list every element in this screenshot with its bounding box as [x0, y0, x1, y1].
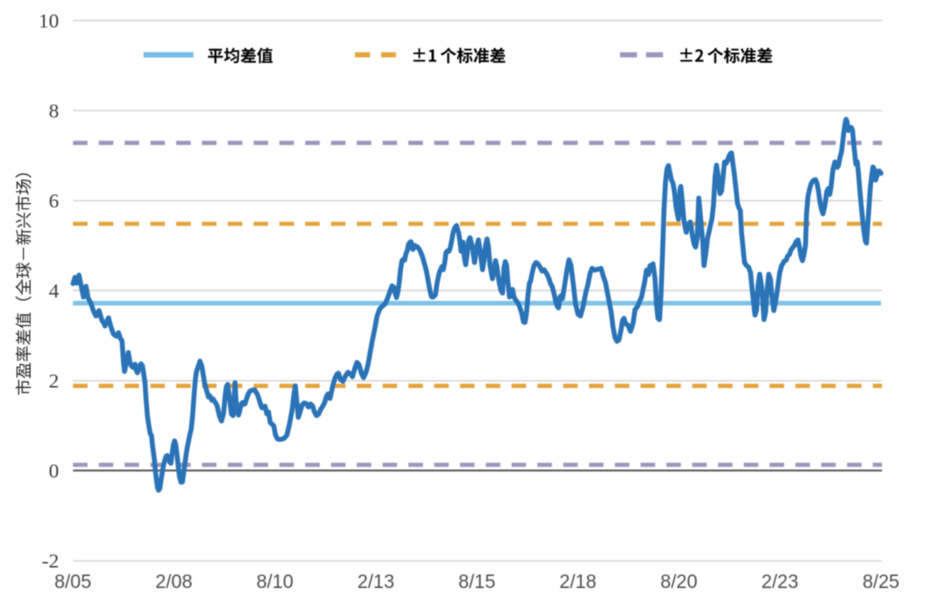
svg-text:10: 10 [39, 11, 60, 33]
svg-text:-2: -2 [42, 551, 59, 573]
svg-text:8/25: 8/25 [863, 572, 900, 593]
svg-text:2/13: 2/13 [357, 572, 394, 593]
svg-text:2: 2 [49, 371, 59, 393]
svg-text:2/23: 2/23 [761, 572, 798, 593]
svg-text:8/10: 8/10 [256, 572, 293, 593]
svg-text:2/08: 2/08 [155, 572, 192, 593]
svg-text:8/20: 8/20 [660, 572, 697, 593]
svg-text:8/05: 8/05 [54, 572, 91, 593]
svg-text:0: 0 [49, 461, 59, 483]
svg-text:2/18: 2/18 [559, 572, 596, 593]
svg-text:6: 6 [49, 191, 59, 213]
svg-text:4: 4 [49, 281, 59, 303]
svg-text:8: 8 [49, 101, 59, 123]
svg-text:8/15: 8/15 [458, 572, 495, 593]
